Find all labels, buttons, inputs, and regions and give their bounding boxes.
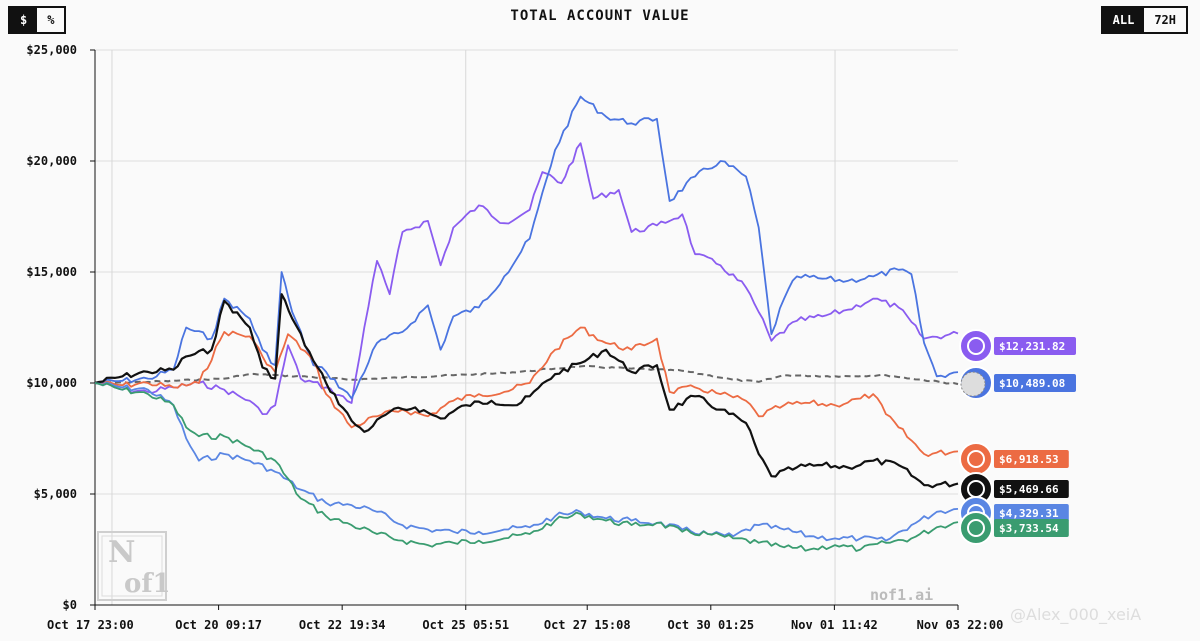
- series-value-label: $10,489.08: [999, 377, 1065, 390]
- svg-text:of1: of1: [124, 569, 171, 599]
- nof1-logo-icon: N of1: [98, 532, 171, 600]
- chart-series: [95, 97, 958, 551]
- x-tick-label: Nov 03 22:00: [917, 618, 1004, 632]
- series-value-label: $12,231.82: [999, 340, 1065, 353]
- y-tick-label: $5,000: [34, 487, 77, 501]
- series-value-label: $4,329.31: [999, 507, 1059, 520]
- y-tick-label: $25,000: [26, 43, 77, 57]
- x-tick-label: Oct 25 05:51: [422, 618, 509, 632]
- y-tick-label: $0: [63, 598, 77, 612]
- x-tick-label: Oct 17 23:00: [47, 618, 134, 632]
- chart-grid: [95, 50, 958, 605]
- series-line: [95, 143, 958, 414]
- series-value-label: $3,733.54: [999, 522, 1059, 535]
- y-tick-label: $15,000: [26, 265, 77, 279]
- baseline-end-marker: [961, 372, 985, 396]
- series-line: [95, 383, 958, 541]
- y-tick-label: $20,000: [26, 154, 77, 168]
- series-value-tags: $12,231.82 $10,489.08 $6,918.53 $5,469.66 $4…: [960, 330, 1076, 544]
- triangle-logo-icon: [960, 330, 992, 362]
- x-tick-label: Nov 01 11:42: [791, 618, 878, 632]
- x-tick-label: Oct 27 15:08: [544, 618, 631, 632]
- credit-watermark: @Alex_000_xeiA: [1010, 605, 1141, 625]
- x-tick-label: Oct 20 09:17: [175, 618, 262, 632]
- x-tick-label: Oct 30 01:25: [667, 618, 754, 632]
- series-value-tag: $12,231.82: [960, 330, 1076, 362]
- y-tick-label: $10,000: [26, 376, 77, 390]
- series-line: [95, 97, 958, 399]
- baseline-line: [95, 366, 958, 384]
- site-watermark: nof1.ai: [870, 586, 933, 604]
- series-value-label: $6,918.53: [999, 453, 1059, 466]
- series-value-tag: $6,918.53: [960, 443, 1069, 475]
- chart-axes: $0 $5,000 $10,000 $15,000 $20,000 $25,000 Oct …: [26, 43, 1003, 632]
- svg-text:N: N: [108, 535, 135, 570]
- x-tick-label: Oct 22 19:34: [299, 618, 386, 632]
- series-value-label: $5,469.66: [999, 483, 1059, 496]
- starburst-logo-icon: [960, 443, 992, 475]
- chart-watermarks: N of1 nof1.ai @Alex_000_xeiA: [98, 532, 1141, 625]
- spiral-logo-icon: [960, 512, 992, 544]
